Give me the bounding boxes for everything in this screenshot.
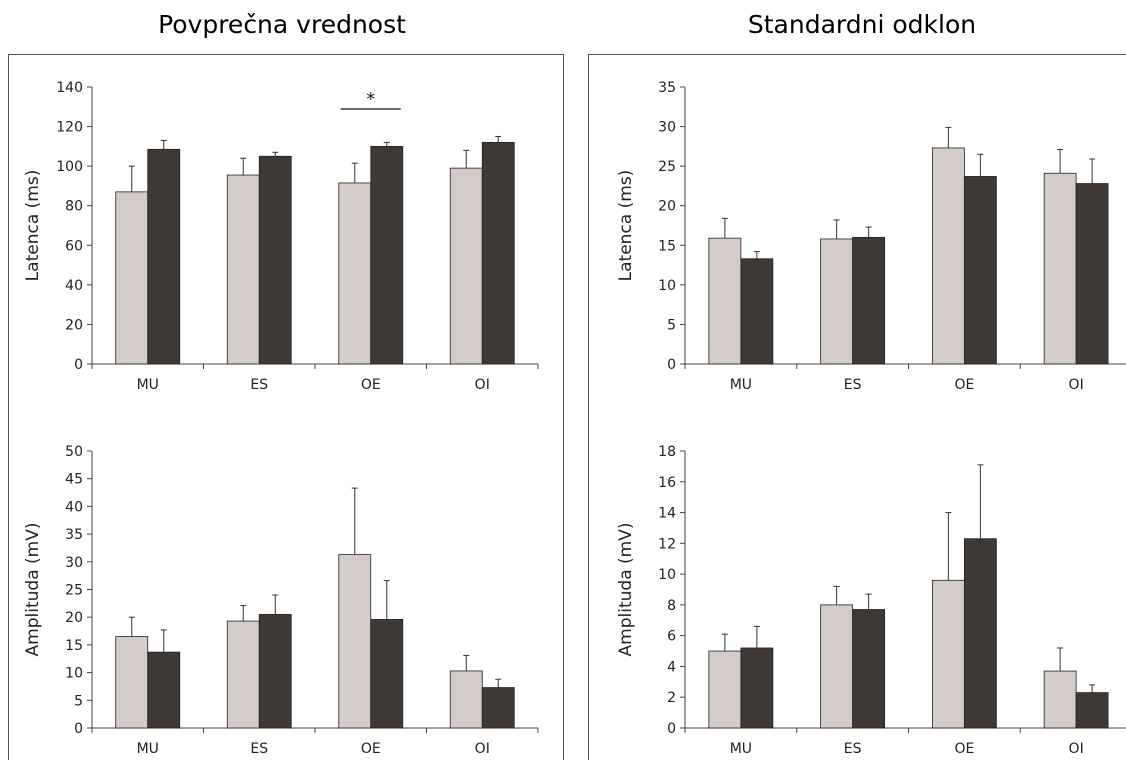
bar-light [1043,172,1077,365]
y-tick-label: 60 [65,238,83,254]
y-tick-label: 2 [667,690,676,706]
bar-dark [963,538,997,729]
y-tick-label: 35 [658,80,676,96]
y-tick-label: 15 [658,238,676,254]
y-tick-label: 0 [667,357,676,373]
x-tick-label: ES [844,377,862,393]
bar-light [115,191,149,365]
x-tick-label: ES [250,377,268,393]
panel-frame-std [588,54,1126,760]
bar-light [708,650,742,729]
y-tick-label: 25 [658,159,676,175]
y-tick-label: 80 [65,199,83,215]
x-tick-label: MU [730,377,752,393]
bar-light [708,237,742,365]
x-tick-label: ES [844,741,862,757]
bar-light [820,238,854,365]
y-axis-label: Amplituda (mV) [23,523,43,657]
y-axis-label: Latenca (ms) [23,170,43,282]
y-tick-label: 10 [658,278,676,294]
x-tick-label: OE [954,377,974,393]
y-tick-label: 0 [667,721,676,737]
x-tick-label: OE [361,741,381,757]
chart-3: 0 5 10 15 20 25 30 35 40 45 50 MU ES OE OI Amplituda (m… [23,444,539,757]
y-tick-label: 40 [65,278,83,294]
y-tick-label: 140 [56,80,83,96]
bar-light [449,167,483,365]
bar-light [1043,670,1077,729]
y-tick-label: 40 [65,499,83,515]
x-tick-label: OI [1069,377,1084,393]
x-tick-label: MU [730,741,752,757]
y-tick-label: 10 [65,666,83,682]
bar-dark [852,609,886,729]
y-tick-label: 30 [65,555,83,571]
y-tick-label: 12 [658,536,676,552]
bar-dark [1075,183,1109,365]
y-tick-label: 14 [658,506,676,522]
panel-title-std: Standardni odklon [747,10,977,39]
y-tick-label: 20 [65,610,83,626]
bar-light [226,620,260,729]
y-tick-label: 0 [74,721,83,737]
y-tick-label: 120 [56,120,83,136]
y-tick-label: 0 [74,357,83,373]
x-tick-label: OE [361,377,381,393]
y-tick-label: 16 [658,475,676,491]
x-tick-label: OE [954,741,974,757]
y-tick-label: 20 [65,317,83,333]
bar-dark [147,651,181,729]
significance-star: * [366,89,375,110]
y-tick-label: 6 [667,629,676,645]
bar-light [115,636,149,729]
bar-light [820,604,854,729]
y-tick-label: 18 [658,444,676,460]
chart-1: 0 20 40 60 80 100 120 140 MU ES OE OI Latenca (ms) * [23,80,539,393]
bar-light [931,579,965,729]
x-tick-label: MU [137,741,159,757]
y-axis-label: Latenca (ms) [616,170,636,282]
bar-dark [370,619,404,729]
bar-dark [481,687,515,729]
bar-light [226,174,260,365]
bar-dark [370,145,404,365]
y-tick-label: 15 [65,638,83,654]
y-tick-label: 100 [56,159,83,175]
x-tick-label: OI [475,377,490,393]
y-axis-label: Amplituda (mV) [616,523,636,657]
x-tick-label: OI [1069,741,1084,757]
y-tick-label: 10 [658,567,676,583]
chart-2: 0 5 10 15 20 25 30 35 MU ES OE OI Latenca (ms) [616,80,1126,393]
bar-dark [481,141,515,365]
bar-dark [740,258,774,365]
bar-dark [147,148,181,365]
x-tick-label: ES [250,741,268,757]
bar-light [338,554,372,729]
bar-light [931,147,965,365]
chart-4: 0 2 4 6 8 10 12 14 16 18 MU ES OE OI Amplituda (mV) [616,444,1126,757]
y-tick-label: 5 [74,693,83,709]
bar-dark [852,236,886,365]
bar-dark [258,614,292,729]
y-tick-label: 35 [65,527,83,543]
y-tick-label: 50 [65,444,83,460]
panel-title-mean: Povprečna vrednost [158,10,406,39]
y-tick-label: 25 [65,583,83,599]
bar-light [449,670,483,729]
y-tick-label: 20 [658,199,676,215]
panel-frame-mean [8,54,564,760]
y-tick-label: 4 [667,659,676,675]
x-tick-label: MU [137,377,159,393]
bar-dark [740,647,774,729]
bar-dark [1075,692,1109,729]
y-tick-label: 45 [65,472,83,488]
y-tick-label: 30 [658,120,676,136]
y-tick-label: 5 [667,317,676,333]
bar-dark [258,155,292,365]
y-tick-label: 8 [667,598,676,614]
x-tick-label: OI [475,741,490,757]
bar-light [338,182,372,365]
bar-dark [963,176,997,365]
